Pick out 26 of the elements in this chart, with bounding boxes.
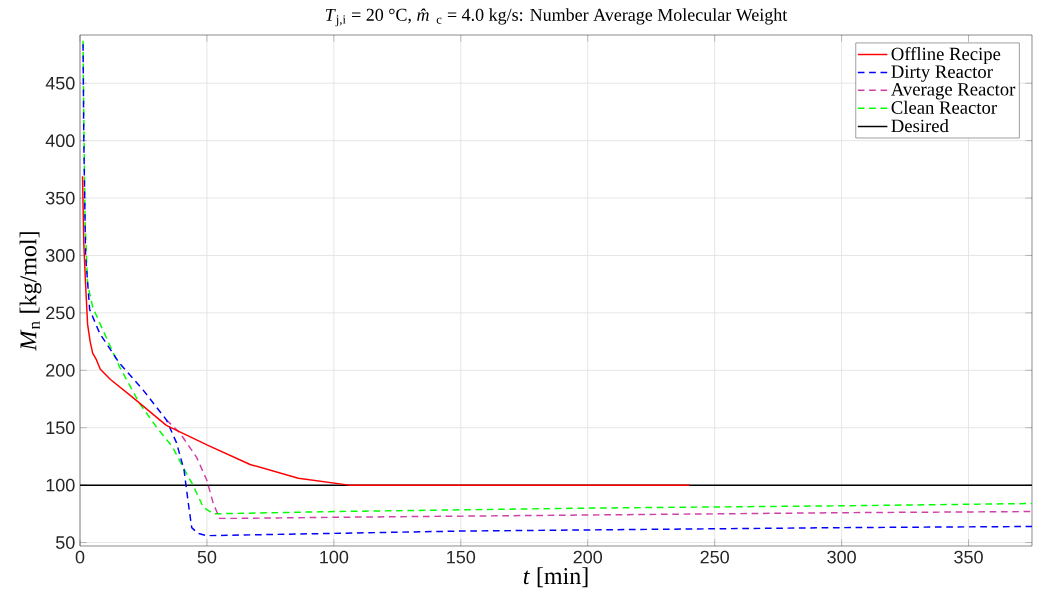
x-tick-label: 50: [197, 550, 217, 564]
y-tick-label: 300: [45, 249, 75, 262]
y-tick-label: 450: [45, 76, 75, 90]
legend-label: Average Reactor: [891, 83, 1016, 100]
y-tick-label: 350: [45, 191, 75, 205]
y-axis-title: M$_{n}$ [kg/mol]: [19, 232, 42, 351]
y-tick-label: 250: [46, 306, 75, 320]
chart-title: T$_{j,i}$ = 20 °C, m̂$_{c}$ = 4.0 kg/s: Number Average Molecular Weight: [325, 8, 788, 27]
x-tick-label: 0: [75, 550, 85, 564]
legend-label: Offline Recipe: [891, 46, 1001, 65]
legend-label: Dirty Reactor: [891, 65, 993, 82]
y-tick-label: 100: [46, 478, 75, 492]
legend-label: Desired: [891, 119, 949, 133]
x-tick-label: 150: [447, 550, 476, 564]
x-tick-label: 100: [320, 550, 349, 564]
y-tick-label: 200: [46, 363, 75, 377]
legend-label: Clean Reactor: [891, 100, 997, 114]
y-tick-label: 400: [45, 134, 75, 148]
x-tick-label: 200: [573, 550, 603, 564]
y-tick-label: 150: [46, 421, 75, 435]
x-tick-label: 300: [827, 550, 856, 564]
x-tick-label: 250: [700, 550, 729, 564]
y-tick-label: 50: [55, 536, 75, 549]
x-tick-label: 350: [954, 550, 983, 564]
line-series: [165, 418, 1032, 520]
x-axis-title: t [min]: [523, 567, 588, 588]
